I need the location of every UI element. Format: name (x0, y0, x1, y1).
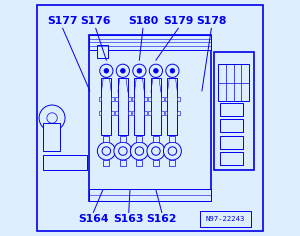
Circle shape (116, 64, 130, 77)
Bar (220, 103, 243, 116)
Circle shape (154, 68, 158, 73)
Bar (88, 189, 212, 201)
Bar (115, 111, 118, 115)
Bar (153, 136, 159, 142)
Bar (151, 78, 161, 135)
Bar (144, 97, 147, 101)
Circle shape (98, 142, 115, 160)
Bar (148, 97, 151, 101)
Circle shape (102, 147, 111, 155)
Bar (132, 111, 134, 115)
Text: S163: S163 (113, 215, 144, 224)
Bar (218, 64, 249, 101)
Text: S162: S162 (147, 215, 177, 224)
Bar (136, 160, 142, 166)
Bar (169, 136, 175, 142)
Bar (167, 78, 177, 135)
Bar (220, 152, 243, 165)
Bar (101, 78, 111, 135)
Circle shape (47, 113, 57, 123)
Bar (103, 136, 109, 142)
Bar (144, 111, 147, 115)
Text: S179: S179 (163, 16, 194, 26)
Bar (115, 97, 118, 101)
Bar (128, 97, 130, 101)
Bar (165, 111, 167, 115)
Bar (43, 123, 60, 151)
Bar (43, 155, 88, 170)
Bar (88, 35, 212, 50)
Circle shape (118, 147, 127, 155)
Bar (99, 97, 101, 101)
Circle shape (121, 68, 125, 73)
Bar (161, 97, 164, 101)
Bar (165, 97, 167, 101)
Circle shape (166, 64, 179, 77)
Text: N97-22243: N97-22243 (206, 216, 245, 222)
Bar (134, 78, 144, 135)
Bar (111, 111, 114, 115)
Bar (136, 136, 142, 142)
Circle shape (152, 147, 160, 155)
Bar (177, 111, 180, 115)
Bar (200, 211, 251, 227)
Circle shape (149, 64, 163, 77)
Bar (128, 111, 130, 115)
Bar (118, 78, 128, 135)
Circle shape (147, 142, 165, 160)
Text: S177: S177 (47, 16, 78, 26)
Circle shape (39, 105, 65, 131)
Text: S178: S178 (196, 16, 226, 26)
Bar (97, 45, 107, 58)
Circle shape (100, 64, 113, 77)
Bar (120, 136, 126, 142)
Bar (220, 119, 243, 132)
Circle shape (170, 68, 175, 73)
Circle shape (164, 142, 181, 160)
Bar (214, 52, 254, 170)
Bar (132, 97, 134, 101)
Bar (177, 97, 180, 101)
Circle shape (114, 142, 132, 160)
Circle shape (104, 68, 109, 73)
Bar (169, 160, 175, 166)
Circle shape (137, 68, 142, 73)
Circle shape (133, 64, 146, 77)
Bar (88, 35, 212, 201)
Bar (111, 97, 114, 101)
Circle shape (168, 147, 177, 155)
Bar (103, 160, 109, 166)
Text: S164: S164 (78, 215, 109, 224)
Circle shape (135, 147, 144, 155)
Bar (161, 111, 164, 115)
Bar (153, 160, 159, 166)
Bar (220, 136, 243, 149)
Bar (148, 111, 151, 115)
Circle shape (130, 142, 148, 160)
Text: S176: S176 (80, 16, 111, 26)
Bar (99, 111, 101, 115)
Text: S180: S180 (128, 16, 158, 26)
Bar (120, 160, 126, 166)
